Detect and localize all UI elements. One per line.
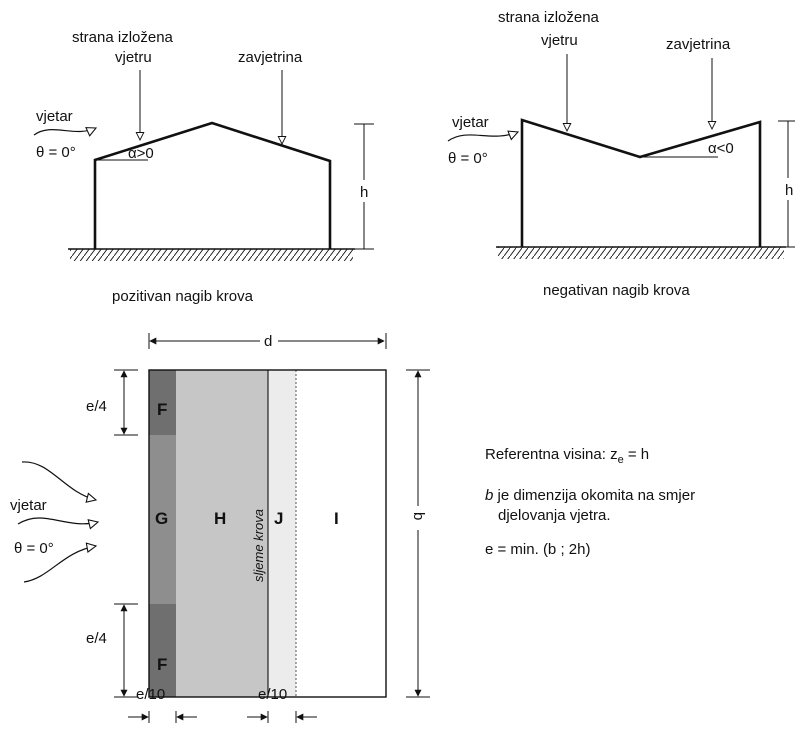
reference-height-note: Referentna visina: ze = h <box>485 446 649 466</box>
dim-b-label: b <box>410 512 427 520</box>
zone-h-label: H <box>214 509 226 528</box>
wind-label: vjetar <box>36 108 73 125</box>
frame-outline <box>93 121 332 249</box>
height-label-bg <box>782 178 795 200</box>
roof-plan: F G F H J I sljeme krova d b e/4 e/4 e/1… <box>10 330 430 723</box>
b-definition-note-2: djelovanja vjetra. <box>498 507 611 524</box>
caption-negative: negativan nagib krova <box>543 282 690 299</box>
zone-i <box>296 370 386 697</box>
dim-e10-right-label: e/10 <box>258 686 287 703</box>
zone-h <box>176 370 268 697</box>
ref-suffix: = h <box>623 446 650 463</box>
section-positive-slope: α>0 strana izložena vjetru zavjetrina vj… <box>33 29 374 305</box>
b-italic: b <box>485 487 494 504</box>
wind-arrow <box>33 128 96 135</box>
zone-j-label: J <box>274 509 283 528</box>
windward-label: strana izložena <box>498 9 600 26</box>
b-text: je dimenzija okomita na smjer <box>493 487 696 504</box>
plan-theta-label: θ = 0° <box>14 540 54 557</box>
height-label: h <box>360 184 368 201</box>
alpha-label: α>0 <box>128 145 154 162</box>
ground-hatch <box>70 249 353 261</box>
zone-f-top-label: F <box>157 400 167 419</box>
zone-j <box>268 370 296 697</box>
wind-arrow-bottom <box>23 546 96 583</box>
dim-e4-top-label: e/4 <box>86 398 107 415</box>
section-negative-slope: α<0 strana izložena vjetru zavjetrina vj… <box>447 9 795 299</box>
dim-d-label-bg <box>260 330 278 350</box>
theta-label: θ = 0° <box>36 144 76 161</box>
leeward-label: zavjetrina <box>666 36 731 53</box>
ridge-label: sljeme krova <box>251 509 266 582</box>
windward-label-2: vjetru <box>115 49 152 66</box>
dim-e4-top-label-bg <box>86 396 122 414</box>
theta-label: θ = 0° <box>448 150 488 167</box>
e-formula-note: e = min. (b ; 2h) <box>485 541 590 558</box>
height-label: h <box>785 182 793 199</box>
caption-positive: pozitivan nagib krova <box>112 288 254 305</box>
e-formula: e = min. (b ; 2h) <box>485 541 591 558</box>
windward-label-2: vjetru <box>541 32 578 49</box>
wind-label: vjetar <box>452 114 489 131</box>
dim-e4-bottom-label-bg <box>86 628 122 646</box>
zone-g-label: G <box>155 509 168 528</box>
zone-f-bottom <box>149 604 176 697</box>
b-text-2: djelovanja vjetra. <box>498 507 611 524</box>
dim-d-label: d <box>264 333 272 350</box>
height-label-bg <box>357 180 371 202</box>
zone-f-top <box>149 370 176 435</box>
ground-hatch <box>498 247 784 259</box>
ref-prefix: Referentna visina: z <box>485 446 618 463</box>
windward-label: strana izložena <box>72 29 174 46</box>
dim-b-label-bg <box>408 506 428 530</box>
b-definition-note: b je dimenzija okomita na smjer <box>485 487 695 504</box>
dim-e4-bottom-label: e/4 <box>86 630 107 647</box>
alpha-label: α<0 <box>708 140 734 157</box>
zone-f-bottom-label: F <box>157 655 167 674</box>
leeward-label: zavjetrina <box>238 49 303 66</box>
wind-arrow-top <box>21 461 96 500</box>
plan-wind-label: vjetar <box>10 497 47 514</box>
wind-arrow <box>447 132 518 142</box>
dim-e10-left-label: e/10 <box>136 686 165 703</box>
wind-arrow-middle <box>17 517 98 524</box>
zone-i-label: I <box>334 509 339 528</box>
ref-sub: e <box>617 454 624 466</box>
